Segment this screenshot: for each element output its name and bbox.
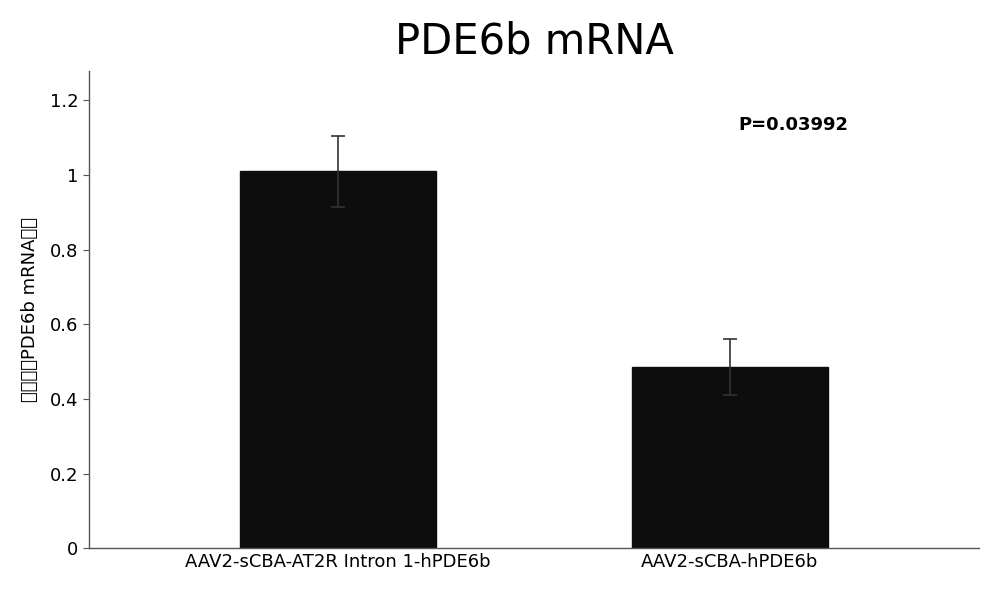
Text: P=0.03992: P=0.03992 [739, 116, 849, 134]
Y-axis label: 相对对照PDE6b mRNA水平: 相对对照PDE6b mRNA水平 [21, 217, 39, 402]
Title: PDE6b mRNA: PDE6b mRNA [395, 21, 674, 63]
Bar [632, 367, 828, 548]
Bar [240, 171, 436, 548]
